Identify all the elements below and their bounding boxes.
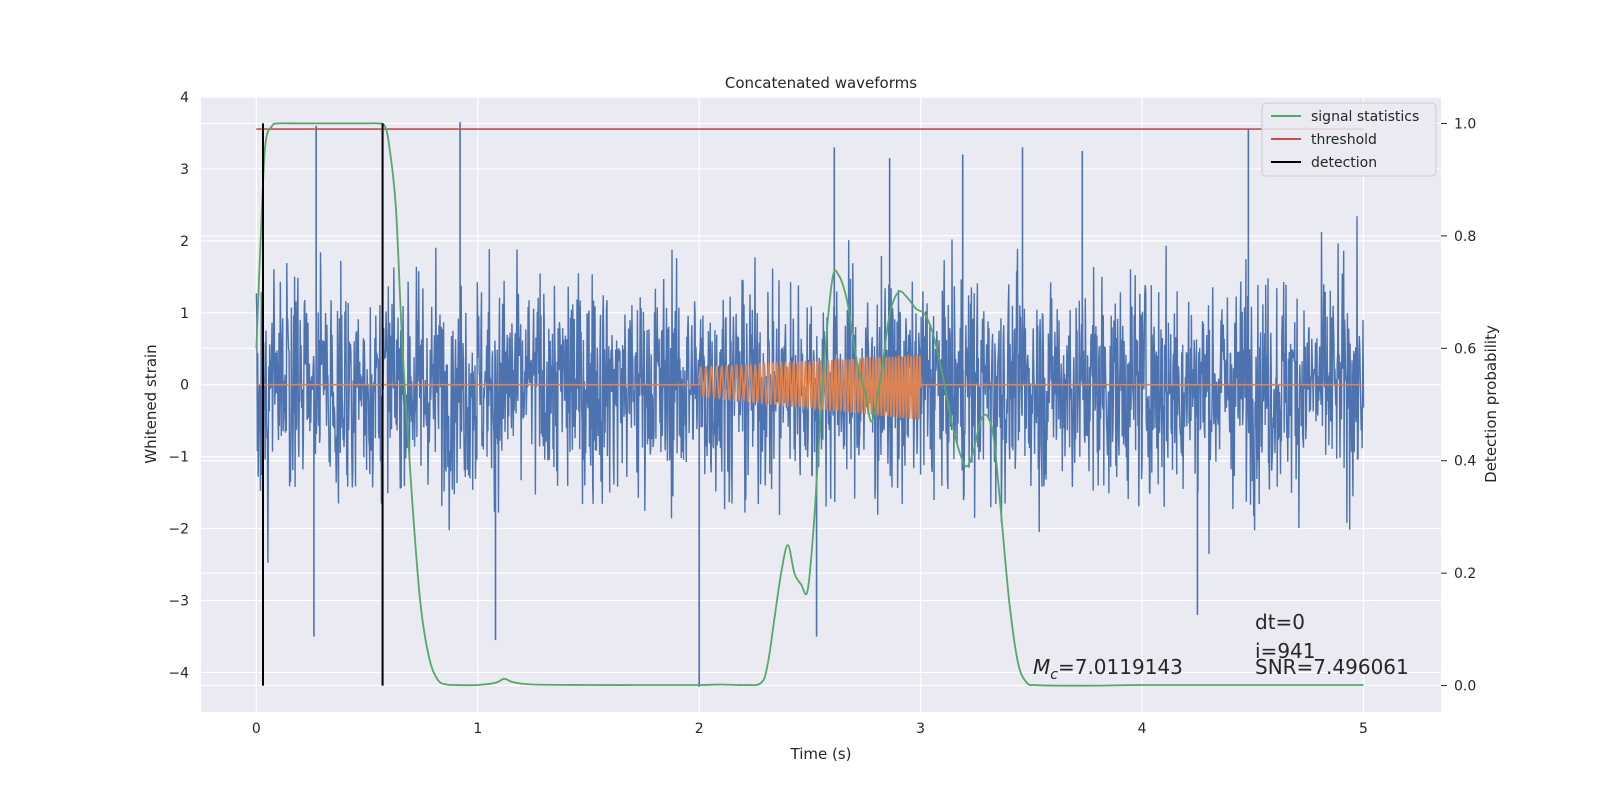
y-tick-label: 2	[180, 234, 189, 250]
y-axis-right-label: Detection probability	[1482, 325, 1500, 483]
legend-box	[1261, 102, 1437, 177]
y-right-tick-label: 0.8	[1454, 229, 1476, 245]
series-whitened-strain	[255, 216, 1365, 563]
y-tick-label: 1	[180, 306, 189, 322]
y-right-tick-label: 1.0	[1454, 116, 1476, 132]
annotation-mc: Mc=7.0119143	[1033, 655, 1183, 683]
annotation-i: i=941	[1255, 639, 1316, 663]
y-right-tick-label: 0.0	[1454, 679, 1476, 695]
annotation-dt: dt=0	[1255, 610, 1305, 634]
y-tick-label: 4	[180, 90, 189, 106]
y-tick-label: −1	[168, 450, 189, 466]
annotations: Mc=7.0119143 dt=0 i=941 SNR=7.496061	[1033, 610, 1409, 683]
annotation-snr: SNR=7.496061	[1255, 655, 1409, 679]
series-signal-statistics	[255, 122, 1364, 687]
x-tick-label: 5	[1359, 721, 1368, 737]
axes: 0 1 2 3 4 5 4 3 2 1 0 −1 −2 −3 −4 1.0 0.8 0.6 0.4 0.2 0.0	[168, 90, 1476, 737]
legend-label-detection: detection	[1311, 155, 1377, 171]
y-right-tick-label: 0.2	[1454, 566, 1476, 582]
annotation-mc-value: =7.0119143	[1058, 655, 1183, 679]
x-tick-label: 0	[252, 721, 261, 737]
y-axis-label: Whitened strain	[142, 344, 160, 463]
legend-label-threshold: threshold	[1311, 132, 1377, 148]
y-tick-label: −4	[168, 665, 189, 681]
legend-label-signal-statistics: signal statistics	[1311, 109, 1419, 125]
x-tick-label: 3	[916, 721, 925, 737]
y-tick-label: 0	[180, 378, 189, 394]
y-right-tick-label: 0.6	[1454, 341, 1476, 357]
x-tick-label: 1	[473, 721, 482, 737]
legend: signal statistics threshold detection	[1261, 102, 1437, 177]
plot-area	[255, 122, 1365, 687]
x-tick-label: 4	[1138, 721, 1147, 737]
y-tick-label: −2	[168, 522, 189, 538]
x-axis-label: Time (s)	[790, 745, 852, 763]
series-template	[256, 353, 1364, 420]
chart-title: Concatenated waveforms	[725, 74, 917, 92]
y-tick-label: 3	[180, 162, 189, 178]
x-tick-label: 2	[695, 721, 704, 737]
y-tick-label: −3	[168, 594, 189, 610]
y-right-tick-label: 0.4	[1454, 454, 1476, 470]
